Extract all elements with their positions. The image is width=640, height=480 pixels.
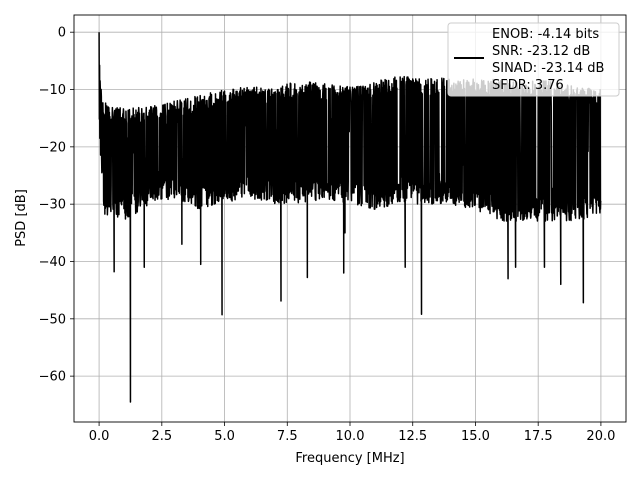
x-tick-label: 0.0	[89, 429, 110, 444]
y-axis-ticks: 0 −10 −20 −30 −40 −50 −60	[39, 26, 74, 385]
legend-box	[447, 22, 620, 97]
x-tick-label: 20.0	[586, 429, 615, 444]
x-tick-label: 5.0	[214, 429, 235, 444]
x-tick-label: 7.5	[277, 429, 298, 444]
y-axis-title: PSD [dB]	[14, 189, 29, 247]
y-tick-label: −50	[39, 312, 66, 327]
y-tick-label: 0	[58, 26, 66, 41]
x-axis-ticks: 0.0 2.5 5.0 7.5 10.0 12.5 15.0 17.5 20.0	[89, 422, 615, 444]
legend: ENOB: -4.14 bits SNR: -23.12 dB SINAD: -…	[447, 22, 620, 97]
y-tick-label: −60	[39, 370, 66, 385]
y-tick-label: −30	[39, 198, 66, 213]
y-tick-label: −10	[39, 83, 66, 98]
x-tick-label: 12.5	[398, 429, 427, 444]
legend-entry-sfdr: SFDR: 3.76	[492, 78, 564, 93]
x-tick-label: 2.5	[151, 429, 172, 444]
legend-entry-enob: ENOB: -4.14 bits	[492, 27, 599, 42]
x-tick-label: 17.5	[524, 429, 553, 444]
x-tick-label: 15.0	[461, 429, 490, 444]
x-tick-label: 10.0	[336, 429, 365, 444]
y-tick-label: −20	[39, 140, 66, 155]
legend-entry-snr: SNR: -23.12 dB	[492, 44, 590, 59]
x-axis-title: Frequency [MHz]	[295, 451, 404, 466]
legend-entry-sinad: SINAD: -23.14 dB	[492, 61, 604, 76]
y-tick-label: −40	[39, 255, 66, 270]
